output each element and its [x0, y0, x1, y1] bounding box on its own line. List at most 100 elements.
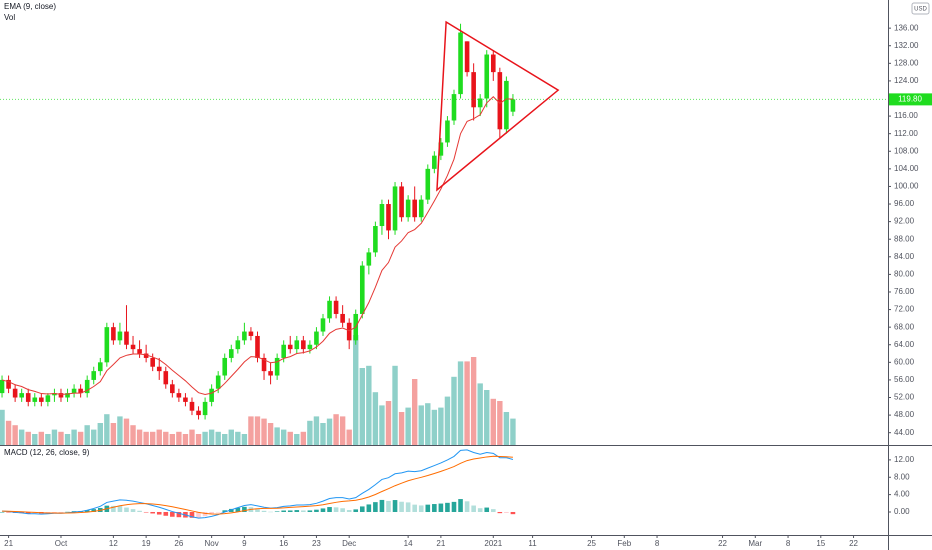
volume-bar — [392, 365, 398, 445]
volume-bar — [241, 434, 248, 445]
volume-bar — [385, 401, 392, 445]
volume-bar — [287, 431, 293, 445]
currency-label: USD — [914, 7, 927, 13]
macd-histogram-bar — [261, 510, 267, 512]
volume-bar — [366, 365, 372, 445]
volume-bar — [91, 429, 97, 445]
candle-body — [320, 318, 326, 332]
macd-histogram-bar — [340, 508, 345, 512]
volume-bar — [411, 379, 418, 445]
x-tick-label: Nov — [205, 539, 219, 548]
candle-body — [287, 344, 293, 350]
candle-body — [458, 32, 463, 95]
candle-body — [327, 300, 332, 319]
candle-body — [432, 155, 437, 169]
macd-histogram-bar — [379, 499, 385, 512]
y-tick-label: 128.00 — [894, 58, 919, 67]
macd-histogram-bar — [386, 500, 391, 512]
macd-histogram-bar — [65, 511, 70, 513]
last-price-box — [889, 93, 932, 106]
x-tick-label: 22 — [718, 539, 727, 548]
candle-body — [379, 204, 385, 227]
macd-histogram-bar — [471, 505, 476, 512]
macd-histogram-bar — [425, 504, 431, 512]
macd-histogram-bar — [130, 509, 136, 512]
volume-bar — [510, 418, 516, 445]
x-tick-label: 21 — [436, 539, 445, 548]
candle-body — [39, 397, 44, 402]
volume-bar — [215, 431, 221, 445]
volume-bar — [32, 434, 38, 445]
candle-body — [307, 344, 313, 350]
macd-histogram-bar — [418, 505, 424, 512]
candle-body — [91, 371, 97, 380]
macd-histogram-bar — [438, 503, 444, 512]
macd-legend: MACD (12, 26, close, 9) — [4, 448, 90, 457]
candle-body — [294, 340, 300, 350]
candle-body — [228, 349, 234, 358]
macd-histogram-bar — [0, 511, 5, 513]
y-tick-label: 104.00 — [894, 164, 919, 173]
macd-histogram-bar — [497, 511, 503, 514]
ema-legend: EMA (9, close) — [4, 2, 56, 11]
candle-body — [451, 94, 457, 121]
candle-body — [261, 357, 267, 372]
y-tick-label: 112.00 — [894, 129, 918, 138]
volume-bar — [176, 431, 182, 445]
volume-bar — [169, 434, 176, 445]
macd-y-tick-label: 12.00 — [894, 455, 915, 464]
volume-bar — [353, 335, 359, 445]
macd-histogram-bar — [143, 511, 149, 513]
volume-bar — [149, 431, 156, 445]
candle-body — [58, 393, 64, 398]
macd-histogram-bar — [84, 510, 90, 512]
candle-body — [359, 265, 365, 314]
x-tick-label: 2021 — [484, 539, 502, 548]
x-tick-label: 22 — [849, 539, 858, 548]
volume-bar — [208, 429, 215, 445]
volume-bar — [379, 405, 385, 445]
volume-bar — [71, 429, 77, 445]
macd-histogram-bar — [287, 510, 293, 512]
macd-line — [1, 449, 514, 519]
candle-body — [78, 388, 83, 394]
volume-bar — [477, 383, 483, 445]
y-tick-label: 60.00 — [894, 357, 915, 366]
macd-histogram-bar — [464, 501, 470, 512]
candle-body — [150, 357, 155, 367]
volume-bar — [156, 429, 162, 445]
volume-bar — [267, 423, 274, 445]
volume-bar — [300, 431, 307, 445]
macd-histogram-bar — [399, 501, 404, 512]
macd-histogram-bar — [320, 508, 326, 512]
volume-bar — [143, 431, 149, 445]
macd-histogram-bar — [150, 511, 155, 514]
last-price-label: 119.80 — [898, 94, 922, 103]
candle-body — [392, 186, 398, 231]
volume-bar — [359, 368, 365, 445]
volume-bar — [398, 412, 405, 445]
volume-bar — [405, 407, 411, 445]
volume-bar — [104, 414, 110, 445]
y-tick-label: 96.00 — [894, 199, 915, 208]
candle-body — [425, 168, 431, 200]
x-tick-label: 23 — [312, 539, 321, 548]
volume-bar — [339, 416, 346, 445]
candle-body — [418, 199, 424, 218]
volume-bar — [464, 361, 470, 445]
x-tick-label: 11 — [528, 539, 537, 548]
macd-histogram-bar — [477, 508, 483, 512]
macd-histogram-bar — [6, 511, 11, 513]
macd-histogram-bar — [202, 511, 208, 517]
y-tick-label: 92.00 — [894, 217, 915, 226]
candle-body — [314, 331, 319, 345]
candle-body — [176, 393, 182, 398]
candle-body — [163, 371, 169, 385]
macd-histogram-bar — [314, 509, 319, 512]
macd-y-tick-label: 0.00 — [894, 507, 910, 516]
macd-histogram-bar — [170, 511, 175, 517]
volume-bar — [254, 416, 261, 445]
currency-box — [911, 2, 930, 15]
